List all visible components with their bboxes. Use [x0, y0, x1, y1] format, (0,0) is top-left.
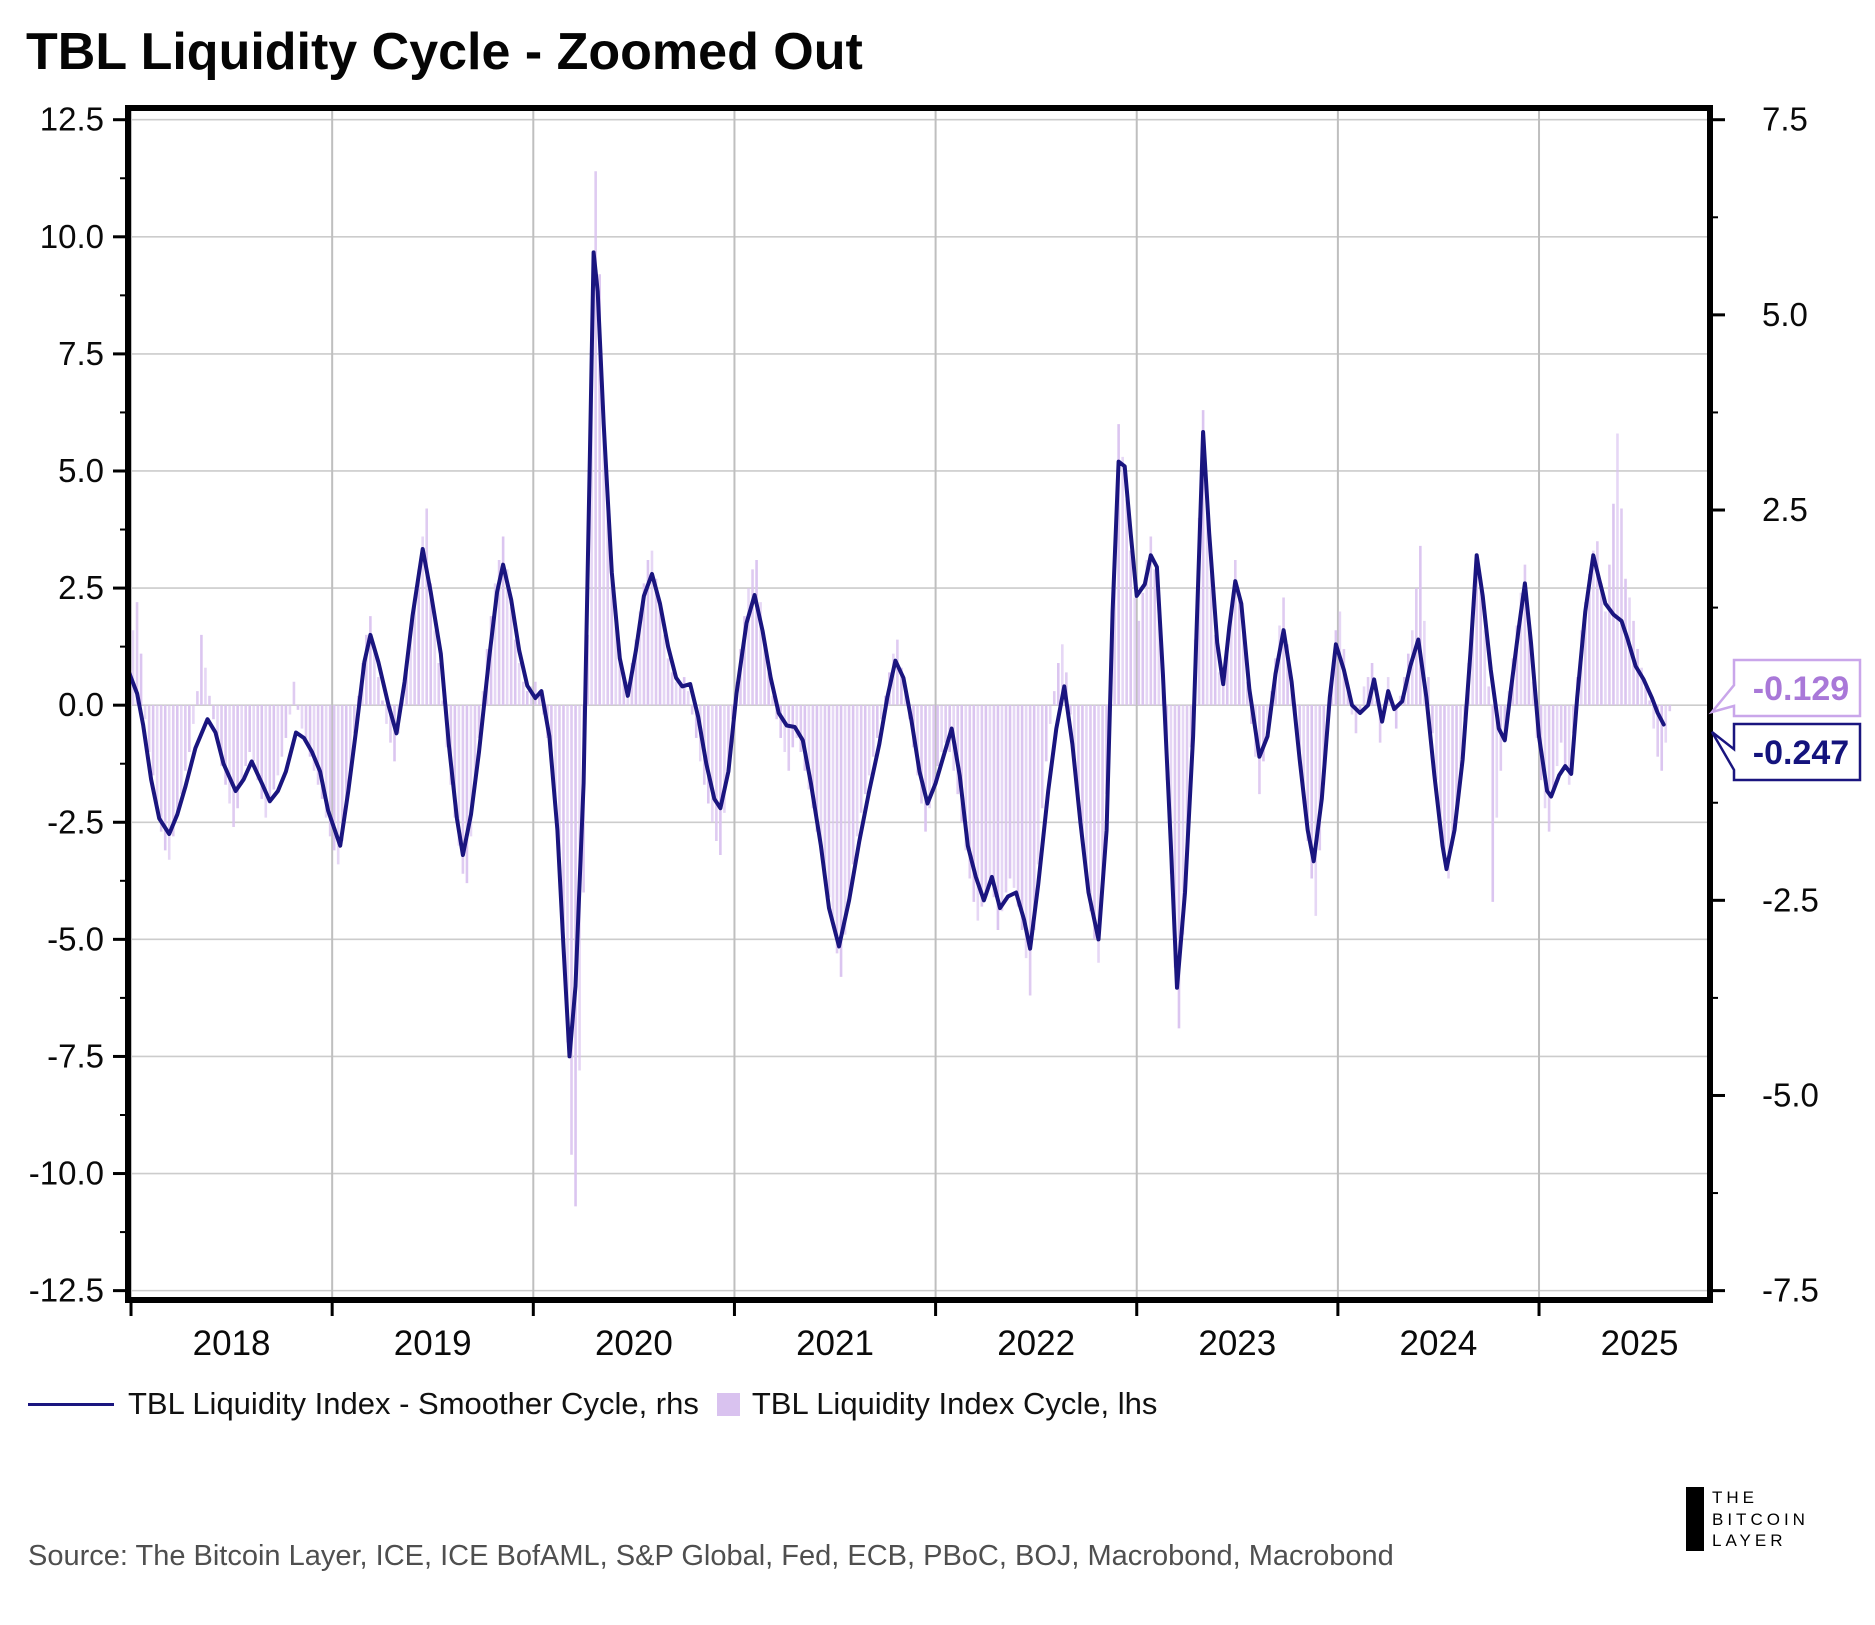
right-axis-tick-label: -5.0	[1762, 1076, 1819, 1113]
right-axis-tick-label: -7.5	[1762, 1272, 1819, 1309]
x-axis-tick-label: 2023	[1198, 1324, 1276, 1363]
x-axis-tick-label: 2018	[193, 1324, 271, 1363]
legend-line-swatch	[28, 1402, 114, 1406]
source-note: Source: The Bitcoin Layer, ICE, ICE BofA…	[28, 1540, 1394, 1572]
left-axis-tick-label: -10.0	[29, 1155, 104, 1192]
axes: 12.5 10.0 7.5 5.0 2.5 0.0 -2.5 -5.0 -7.5 -10.0 -12…	[29, 101, 1819, 1363]
right-axis-tick-label: 5.0	[1762, 296, 1808, 333]
right-axis-tick-label: 2.5	[1762, 491, 1808, 528]
left-axis-tick-label: 0.0	[58, 686, 104, 723]
chart-title: TBL Liquidity Cycle - Zoomed Out	[26, 23, 863, 81]
legend: TBL Liquidity Index - Smoother Cycle, rh…	[28, 1386, 1157, 1422]
bitcoin-layer-logo: THE BITCOIN LAYER	[1686, 1487, 1809, 1551]
left-axis-tick-label: -7.5	[47, 1037, 104, 1074]
legend-square-swatch	[716, 1392, 740, 1416]
last-value-callouts: -0.129 -0.247	[1708, 658, 1862, 782]
x-axis-tick-label: 2024	[1400, 1324, 1478, 1363]
left-axis-tick-label: 7.5	[58, 335, 104, 372]
right-axis-tick-label: -2.5	[1762, 881, 1819, 918]
callout-line-value: -0.247	[1753, 734, 1849, 772]
right-axis-tick-label: 7.5	[1762, 101, 1808, 138]
left-axis-tick-label: 12.5	[40, 101, 104, 138]
series-smoother-cycle-line	[127, 250, 1666, 1059]
left-axis-tick-label: -2.5	[47, 803, 104, 840]
logo-line-1: THE	[1712, 1488, 1758, 1507]
left-axis-tick-label: 2.5	[58, 569, 104, 606]
x-axis-tick-label: 2019	[394, 1324, 472, 1363]
x-axis-tick-label: 2021	[796, 1324, 874, 1363]
left-axis-tick-label: 10.0	[40, 218, 104, 255]
x-axis-tick-label: 2025	[1601, 1324, 1679, 1363]
legend-label-smoother-cycle: TBL Liquidity Index - Smoother Cycle, rh…	[128, 1386, 699, 1421]
legend-label-index-cycle: TBL Liquidity Index Cycle, lhs	[751, 1386, 1158, 1421]
logo-line-2: BITCOIN	[1712, 1509, 1809, 1529]
left-axis-tick-label: 5.0	[58, 452, 104, 489]
x-axis-tick-label: 2022	[997, 1324, 1075, 1363]
x-axis-tick-label: 2020	[595, 1324, 673, 1363]
callout-bars-box	[1708, 658, 1862, 718]
callout-bars-value: -0.129	[1753, 670, 1849, 708]
logo-bar-icon	[1686, 1487, 1704, 1551]
left-axis-tick-label: -12.5	[29, 1272, 104, 1309]
callout-line-box	[1710, 722, 1862, 782]
left-axis-tick-label: -5.0	[47, 920, 104, 957]
logo-line-3: LAYER	[1712, 1531, 1787, 1550]
